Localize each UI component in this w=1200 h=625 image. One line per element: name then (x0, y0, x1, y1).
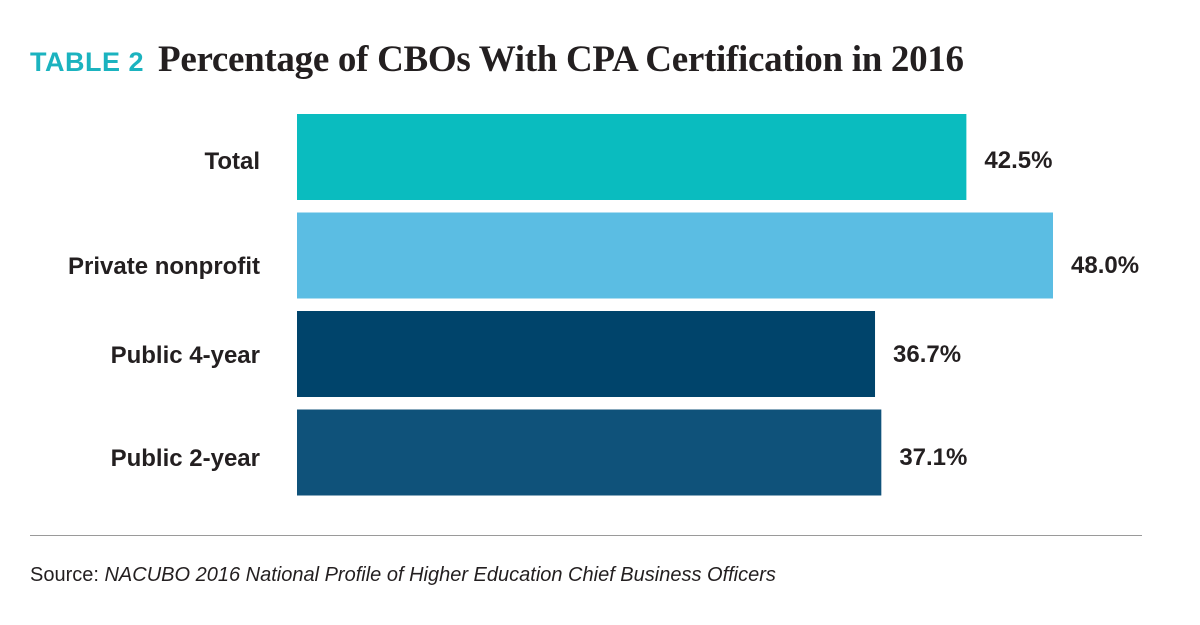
category-label: Public 4-year (111, 342, 260, 369)
source-title: NACUBO 2016 National Profile of Higher E… (104, 564, 776, 586)
chart-header: TABLE 2 Percentage of CBOs With CPA Cert… (30, 38, 964, 81)
value-label: 36.7% (893, 341, 961, 368)
value-label: 42.5% (984, 147, 1052, 174)
bar-public-2-year (297, 409, 882, 496)
value-label: 48.0% (1071, 252, 1139, 279)
category-label: Private nonprofit (68, 253, 260, 280)
bar-chart: Total 42.5% Private nonprofit 48.0% Public 4… (68, 114, 1139, 496)
chart-title: Percentage of CBOs With CPA Certificatio… (158, 39, 964, 80)
category-label: Total (204, 148, 260, 175)
bar-total (297, 114, 967, 200)
source-prefix: Source: (30, 564, 105, 586)
bar-private-nonprofit (297, 212, 1053, 299)
bar-public-4-year (297, 311, 876, 397)
category-label: Public 2-year (111, 445, 260, 472)
table-number-tag: TABLE 2 (30, 47, 145, 77)
footer-divider (30, 535, 1142, 536)
value-label: 37.1% (899, 444, 967, 471)
source-note: Source: NACUBO 2016 National Profile of … (30, 564, 776, 587)
